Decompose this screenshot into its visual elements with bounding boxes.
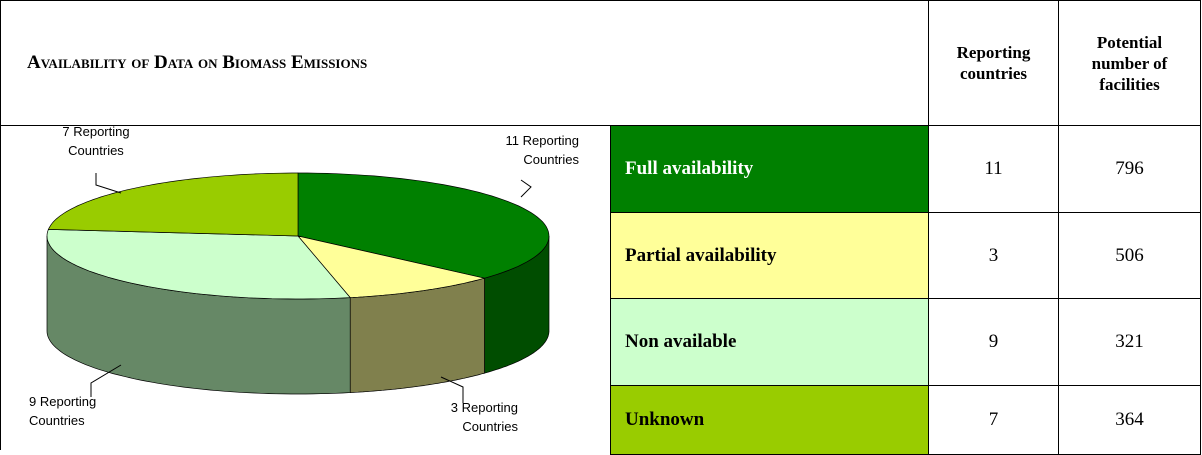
- pie-cell: 11 Reporting Countries 3 Reporting Countrie…: [0, 125, 611, 450]
- pie-label: 11 Reporting: [506, 133, 579, 148]
- title: Availability of Data on Biomass Emission…: [0, 0, 929, 126]
- leader-line: [520, 179, 532, 198]
- pie-label: 3 Reporting: [451, 400, 518, 415]
- pie-label: 7 Reporting: [62, 125, 129, 139]
- pie-label: Countries: [462, 419, 518, 434]
- reporting-count: 7: [928, 385, 1059, 455]
- column-header: Reporting countries: [928, 0, 1059, 126]
- pie-label: Countries: [523, 152, 579, 167]
- leader-lines: [90, 173, 532, 403]
- facility-count: 364: [1058, 385, 1201, 455]
- row-label: Non available: [610, 298, 929, 386]
- pie-slice: [297, 172, 550, 279]
- facility-count: 796: [1058, 125, 1201, 213]
- reporting-count: 9: [928, 298, 1059, 386]
- leader-line: [95, 173, 122, 194]
- leader-line: [90, 364, 122, 397]
- pie-chart: 11 Reporting Countries 3 Reporting Countrie…: [29, 125, 579, 434]
- reporting-count: 3: [928, 212, 1059, 299]
- row-label: Unknown: [610, 385, 929, 455]
- leader-line: [440, 376, 464, 403]
- reporting-count: 11: [928, 125, 1059, 213]
- pie-slice: [46, 229, 351, 300]
- row-label: Partial availability: [610, 212, 929, 299]
- column-header: Potential number of facilities: [1058, 0, 1201, 126]
- pie-top: [46, 172, 550, 300]
- facility-count: 506: [1058, 212, 1201, 299]
- pie-sides: [46, 235, 550, 395]
- pie-slice: [297, 235, 485, 298]
- row-label: Full availability: [610, 125, 929, 213]
- pie-slice: [47, 172, 299, 237]
- pie-label: 9 Reporting: [29, 394, 96, 409]
- pie-label: Countries: [29, 413, 85, 428]
- pie-label: Countries: [68, 143, 124, 158]
- facility-count: 321: [1058, 298, 1201, 386]
